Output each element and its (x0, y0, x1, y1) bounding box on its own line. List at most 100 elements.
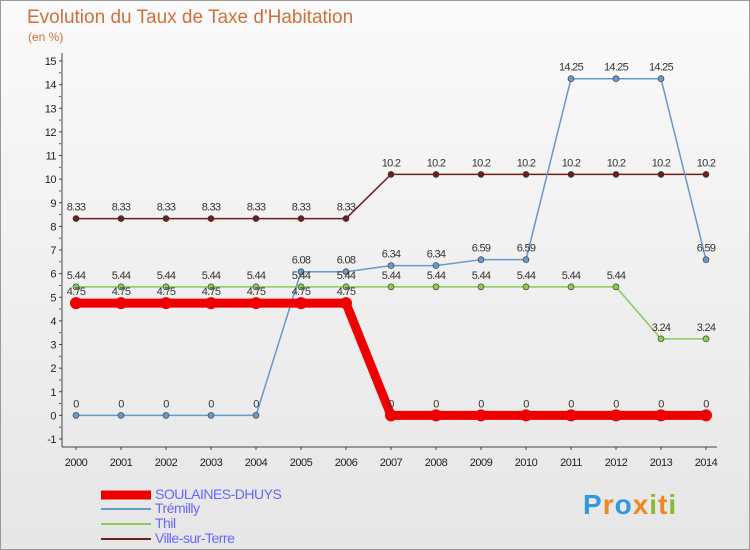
data-label: 8.33 (292, 202, 311, 214)
data-point (610, 409, 622, 422)
logo-letter: i (668, 489, 678, 520)
data-label: 0 (658, 398, 664, 410)
data-label: 5.44 (292, 270, 311, 282)
data-label: 6.08 (337, 255, 356, 267)
data-point (655, 409, 667, 422)
data-point (385, 409, 397, 422)
data-point (250, 297, 262, 310)
x-tick-label: 2001 (110, 457, 133, 469)
data-label: 8.33 (112, 202, 131, 214)
data-label: 4.75 (247, 286, 266, 298)
data-label: 6.34 (382, 249, 401, 261)
data-point (702, 335, 710, 343)
data-label: 0 (118, 398, 124, 410)
data-label: 6.59 (697, 243, 716, 255)
data-point (477, 256, 485, 263)
data-label: 10.2 (562, 157, 581, 169)
x-tick-label: 2014 (695, 457, 718, 469)
data-label: 0 (253, 398, 259, 410)
logo-letter: o (614, 489, 633, 520)
y-tick-label: 14 (45, 80, 57, 92)
legend-label: Trémilly (155, 500, 200, 516)
data-point (342, 283, 350, 291)
data-label: 4.75 (112, 286, 131, 298)
x-tick-label: 2008 (425, 457, 448, 469)
data-point (565, 409, 577, 422)
legend-label: SOULAINES-DHUYS (155, 486, 282, 502)
data-label: 5.44 (562, 270, 581, 282)
data-label: 4.75 (67, 286, 86, 298)
data-point (522, 283, 530, 291)
data-label: 14.25 (559, 62, 584, 74)
data-point (477, 171, 485, 178)
data-label: 3.24 (652, 322, 671, 334)
data-label: 8.33 (157, 202, 176, 214)
data-point (160, 297, 172, 310)
data-label: 0 (208, 398, 214, 410)
data-point (207, 215, 215, 222)
data-point (702, 171, 710, 178)
data-label: 10.2 (427, 157, 446, 169)
series-line (76, 77, 707, 417)
data-label: 6.34 (427, 249, 446, 261)
x-tick-label: 2002 (155, 457, 178, 469)
legend-item-soulaines: SOULAINES-DHUYS (101, 486, 361, 503)
y-tick-label: 0 (50, 410, 56, 422)
data-point (117, 412, 125, 419)
y-tick-label: 8 (50, 221, 56, 233)
data-point (70, 297, 82, 310)
chart-unit-label: (en %) (28, 30, 64, 44)
logo-letter: x (632, 489, 650, 520)
data-label: 5.44 (472, 270, 491, 282)
data-point (657, 171, 665, 178)
data-label: 3.24 (697, 322, 716, 334)
chart-title: Evolution du Taux de Taxe d'Habitation (27, 7, 354, 28)
data-point (297, 283, 305, 291)
y-tick-label: 10 (45, 174, 57, 186)
data-label: 5.44 (157, 270, 176, 282)
data-label: 10.2 (652, 157, 671, 169)
data-label: 5.44 (427, 270, 446, 282)
x-tick-label: 2010 (515, 457, 538, 469)
x-tick-label: 2005 (290, 457, 313, 469)
data-label: 5.44 (382, 270, 401, 282)
data-point (567, 283, 575, 291)
data-label: 6.59 (517, 243, 536, 255)
data-point (430, 409, 442, 422)
data-point (342, 268, 350, 276)
legend-item-tremilly: Trémilly (101, 500, 361, 517)
data-point (387, 283, 395, 291)
data-point (72, 215, 80, 222)
data-point (475, 409, 487, 422)
data-point (340, 297, 352, 310)
data-label: 10.2 (472, 157, 491, 169)
data-label: 8.33 (247, 202, 266, 214)
y-tick-label: 12 (45, 127, 57, 139)
data-point (520, 409, 532, 422)
x-tick-label: 2006 (335, 457, 358, 469)
data-label: 0 (523, 398, 529, 410)
logo-letter: r (602, 489, 615, 520)
data-point (342, 215, 350, 222)
y-tick-label: 13 (45, 103, 57, 115)
y-tick-label: -1 (47, 434, 56, 446)
data-label: 0 (478, 398, 484, 410)
x-tick-label: 2000 (65, 457, 88, 469)
data-label: 10.2 (382, 157, 401, 169)
data-point (477, 283, 485, 291)
x-tick-label: 2004 (245, 457, 268, 469)
y-tick-label: 5 (50, 292, 56, 304)
data-label: 4.75 (292, 286, 311, 298)
data-label: 5.44 (517, 270, 536, 282)
data-label: 5.44 (67, 270, 86, 282)
data-label: 4.75 (337, 286, 356, 298)
x-tick-label: 2013 (650, 457, 673, 469)
data-point (252, 412, 260, 419)
data-point (162, 283, 170, 291)
data-point (522, 256, 530, 263)
data-point (117, 283, 125, 291)
data-point (432, 283, 440, 291)
data-label: 0 (73, 398, 79, 410)
data-point (162, 215, 170, 222)
x-tick-label: 2003 (200, 457, 223, 469)
